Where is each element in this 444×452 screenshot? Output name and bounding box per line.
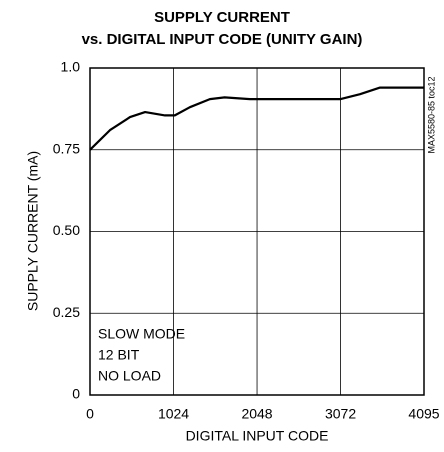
side-note: MAX5580-85 toc12: [426, 76, 436, 153]
chart-title: vs. DIGITAL INPUT CODE (UNITY GAIN): [82, 31, 363, 48]
y-axis-label: SUPPLY CURRENT (mA): [25, 151, 41, 311]
x-tick-label: 4095: [408, 406, 439, 422]
x-axis-label: DIGITAL INPUT CODE: [186, 428, 329, 444]
annotation: NO LOAD: [98, 368, 161, 384]
x-tick-label: 1024: [158, 406, 189, 422]
x-tick-label: 3072: [325, 406, 356, 422]
annotation: SLOW MODE: [98, 326, 185, 342]
y-tick-label: 0: [72, 386, 80, 402]
data-line: [89, 86, 424, 151]
y-tick-label: 0.25: [53, 304, 80, 320]
annotation: 12 BIT: [98, 347, 140, 363]
y-tick-label: 0.75: [53, 140, 80, 156]
chart-title: SUPPLY CURRENT: [154, 9, 290, 26]
y-tick-label: 0.50: [53, 222, 80, 238]
x-tick-label: 0: [86, 406, 94, 422]
x-tick-label: 2048: [241, 406, 272, 422]
y-tick-label: 1.0: [61, 59, 81, 75]
